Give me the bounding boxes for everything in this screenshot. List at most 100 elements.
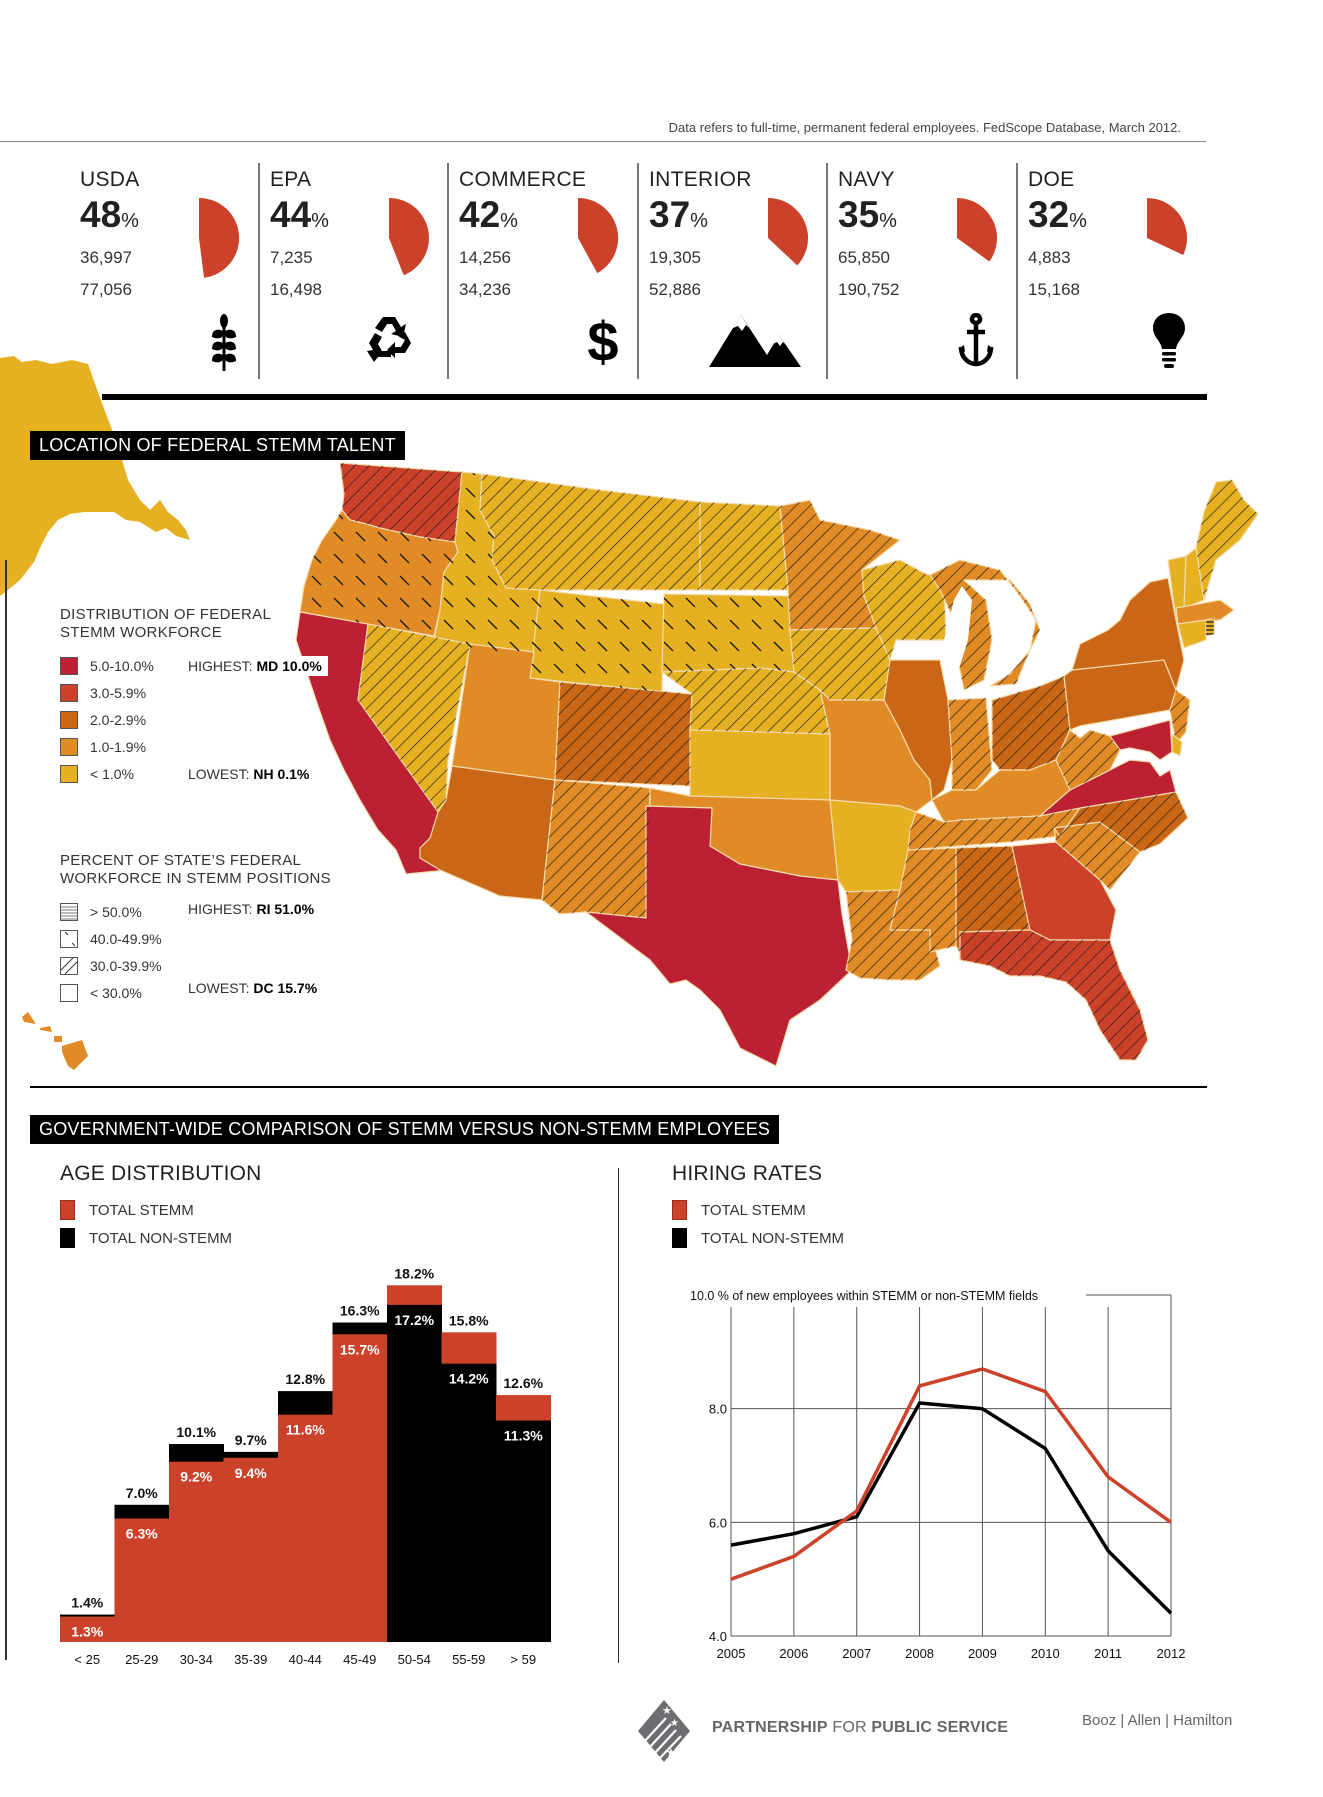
agency-name: COMMERCE xyxy=(459,168,587,191)
agency-card-epa: EPA 44% 7,235 16,498 xyxy=(270,168,460,378)
y-tick-label: 4.0 xyxy=(709,1629,727,1644)
bar-stemm xyxy=(169,1461,224,1642)
bar-value-label: 16.3% xyxy=(340,1303,380,1319)
state-pattern-north-dakota xyxy=(700,502,788,590)
agency-name: USDA xyxy=(80,168,140,191)
legend-swatch xyxy=(60,656,78,675)
agency-total-count: 16,498 xyxy=(270,280,322,299)
state-pattern-indiana xyxy=(948,698,992,790)
state-pattern-wisconsin xyxy=(862,560,946,660)
state-pattern-wyoming xyxy=(530,590,664,692)
bar-stemm xyxy=(278,1414,333,1642)
bar-value-label: 1.4% xyxy=(71,1595,103,1611)
y-tick-label: 8.0 xyxy=(709,1402,727,1417)
agency-stemm-count: 36,997 xyxy=(80,248,132,267)
distribution-legend-item: 3.0-5.9% xyxy=(60,679,271,706)
bar-stemm xyxy=(496,1395,551,1422)
hiring-chart-legend: TOTAL STEMM TOTAL NON-STEMM xyxy=(672,1196,844,1252)
comparison-section-title: GOVERNMENT-WIDE COMPARISON OF STEMM VERS… xyxy=(30,1115,780,1144)
legend-pattern-swatch xyxy=(60,956,78,975)
x-tick-label: 50-54 xyxy=(398,1652,431,1667)
state-maryland xyxy=(1109,719,1173,761)
distribution-legend-item: 2.0-2.9% xyxy=(60,706,271,733)
y-tick-label: 6.0 xyxy=(709,1515,727,1530)
dollar-icon: $ xyxy=(586,310,620,375)
bar-non-stemm xyxy=(169,1444,224,1463)
agency-total-count: 34,236 xyxy=(459,280,511,299)
bar-non-stemm xyxy=(114,1504,170,1520)
state-pattern-ohio xyxy=(992,676,1070,770)
agency-stemm-percent: 42% xyxy=(459,194,518,235)
svg-text:★: ★ xyxy=(670,1718,679,1729)
legend-swatch xyxy=(60,683,78,702)
x-tick-label: 40-44 xyxy=(289,1652,322,1667)
agency-card-doe: DOE 32% 4,883 15,168 xyxy=(1028,168,1218,378)
state-pattern-nevada xyxy=(358,624,470,812)
agency-stemm-percent: 37% xyxy=(649,194,708,235)
partnership-logo-icon: ★ ★ ★ xyxy=(638,1700,690,1762)
pie-slice xyxy=(199,198,240,278)
legend-non-stemm: TOTAL NON-STEMM xyxy=(672,1224,844,1252)
agency-name: NAVY xyxy=(838,168,895,191)
hiring-chart-title: HIRING RATES xyxy=(672,1162,823,1185)
state-pattern-idaho xyxy=(434,472,540,660)
sponsor-wordmark: Booz | Allen | Hamilton xyxy=(1082,1712,1233,1729)
pie-slice xyxy=(578,198,619,274)
percent-highest: HIGHEST: RI 51.0% xyxy=(182,899,321,919)
state-pattern-iowa xyxy=(790,628,890,700)
agency-name: INTERIOR xyxy=(649,168,752,191)
state-pattern-west-virginia xyxy=(1056,730,1120,790)
bar-stemm xyxy=(223,1457,279,1642)
state-connecticut xyxy=(1177,619,1207,649)
state-alaska xyxy=(0,356,190,596)
bar-non-stemm xyxy=(60,1614,115,1618)
bar-non-stemm xyxy=(223,1451,279,1459)
x-tick-label: 2010 xyxy=(1031,1646,1060,1661)
x-tick-label: 45-49 xyxy=(343,1652,376,1667)
bar-value-label: 9.2% xyxy=(180,1469,212,1485)
bar-non-stemm xyxy=(332,1322,388,1335)
age-chart-legend: TOTAL STEMM TOTAL NON-STEMM xyxy=(60,1196,232,1252)
percent-legend-item: < 30.0% xyxy=(60,979,331,1006)
distribution-highest: HIGHEST: MD 10.0% xyxy=(182,656,328,676)
state-pattern-colorado xyxy=(555,682,692,786)
agency-stemm-count: 19,305 xyxy=(649,248,701,267)
bar-value-label: 12.6% xyxy=(503,1375,543,1391)
bar-non-stemm xyxy=(278,1391,333,1416)
agency-separator xyxy=(1016,163,1018,379)
left-margin-rule xyxy=(5,560,7,1660)
bar-value-label: 15.7% xyxy=(340,1341,380,1357)
x-tick-label: 30-34 xyxy=(180,1652,213,1667)
bar-stemm xyxy=(332,1334,388,1642)
age-distribution-chart: 1.4% 1.3% < 25 7.0% 6.3% 25-29 10.1% 9.2% 30-34 9… xyxy=(60,1265,551,1667)
pie-slice xyxy=(389,198,429,276)
x-tick-label: 2006 xyxy=(779,1646,808,1661)
data-source-note: Data refers to full-time, permanent fede… xyxy=(668,120,1181,135)
hiring-rates-chart: 2005 2006 2007 2008 2009 2010 2011 2012 4.0 6.0 8.… xyxy=(690,1289,1186,1661)
anchor-icon xyxy=(958,312,994,373)
agency-total-count: 190,752 xyxy=(838,280,900,299)
bar-value-label: 11.6% xyxy=(286,1422,325,1438)
agency-card-interior: INTERIOR 37% 19,305 52,886 xyxy=(649,168,839,378)
agency-name: EPA xyxy=(270,168,312,191)
x-tick-label: 55-59 xyxy=(452,1652,485,1667)
distribution-legend-item: < 1.0% xyxy=(60,760,271,787)
agency-separator xyxy=(826,163,828,379)
agency-stemm-percent: 48% xyxy=(80,194,139,235)
bar-non-stemm xyxy=(496,1420,551,1642)
state-pattern-mississippi xyxy=(890,848,956,952)
bar-value-label: 10.1% xyxy=(176,1424,216,1440)
us-stemm-map xyxy=(0,356,1259,1070)
x-tick-label: > 59 xyxy=(510,1652,536,1667)
pie-slice xyxy=(1147,198,1187,255)
legend-stemm: TOTAL STEMM xyxy=(672,1196,844,1224)
x-tick-label: 2012 xyxy=(1157,1646,1186,1661)
bar-value-label: 15.8% xyxy=(449,1312,489,1328)
x-tick-label: 2008 xyxy=(905,1646,934,1661)
bar-stemm xyxy=(387,1285,442,1306)
agency-share-pie xyxy=(578,198,619,274)
agency-separator xyxy=(447,163,449,379)
svg-text:$: $ xyxy=(587,313,618,371)
agency-separator xyxy=(637,163,639,379)
state-pattern-florida xyxy=(960,930,1148,1060)
